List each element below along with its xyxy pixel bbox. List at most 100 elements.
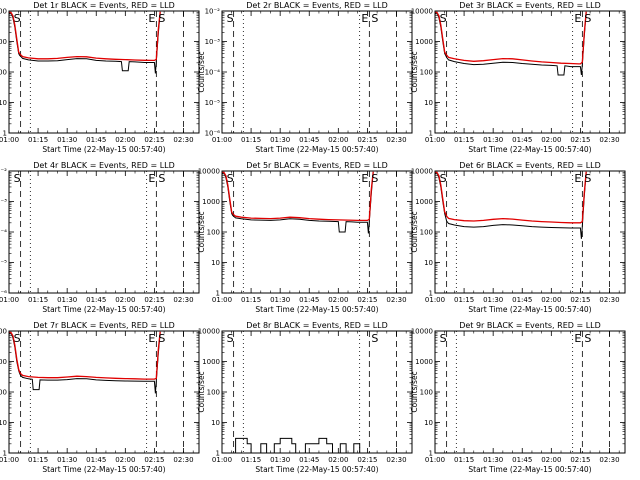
y-axis-label: Counts/sec <box>410 51 419 92</box>
marker-e: E <box>574 12 581 25</box>
y-tick-label: 1 <box>216 290 220 298</box>
y-tick-label: 10 <box>424 259 433 267</box>
x-axis-label: Start Time (22-May-15 00:57:40) <box>255 145 378 154</box>
plot-frame <box>221 170 413 294</box>
series-events <box>9 331 161 394</box>
x-tick-label: 01:45 <box>512 296 532 304</box>
y-tick-label: 1000 <box>0 358 7 366</box>
x-tick-label: 02:30 <box>599 456 619 464</box>
x-tick-label: 02:30 <box>173 456 193 464</box>
y-tick-label: 10000 <box>411 8 433 16</box>
series-lld <box>222 171 374 222</box>
y-tick-label: 100 <box>420 229 433 237</box>
x-axis-label: Start Time (22-May-15 00:57:40) <box>42 305 165 314</box>
x-tick-label: 02:15 <box>144 136 164 144</box>
y-tick-label: 100 <box>420 389 433 397</box>
y-tick-label: 10⁻² <box>0 168 7 176</box>
x-tick-label: 01:15 <box>454 296 474 304</box>
x-tick-label: 01:00 <box>425 296 445 304</box>
marker-s-end: S <box>158 172 165 185</box>
x-tick-label: 02:30 <box>386 136 406 144</box>
x-tick-label: 01:15 <box>241 456 261 464</box>
marker-e: E <box>361 172 368 185</box>
y-tick-label: 10⁻⁴ <box>0 229 7 237</box>
plot-frame <box>8 10 200 134</box>
plot-frame <box>221 330 413 454</box>
x-tick-label: 02:00 <box>328 296 348 304</box>
x-tick-label: 01:15 <box>454 456 474 464</box>
panel-title: Det 9r BLACK = Events, RED = LLD <box>459 321 601 330</box>
y-axis-label: Counts/sec <box>197 51 206 92</box>
x-tick-label: 01:00 <box>425 456 445 464</box>
x-tick-label: 01:00 <box>425 136 445 144</box>
x-tick-label: 01:45 <box>86 456 106 464</box>
x-tick-label: 01:30 <box>483 456 503 464</box>
y-tick-label: 10 <box>211 259 220 267</box>
panel-det-7: Det 7r BLACK = Events, RED = LLDCounts/s… <box>0 321 200 474</box>
y-tick-label: 10⁻⁵ <box>0 259 7 267</box>
marker-s: S <box>14 12 21 25</box>
series-lld <box>435 11 587 65</box>
marker-s: S <box>440 332 447 345</box>
x-tick-label: 02:15 <box>144 296 164 304</box>
y-axis-label: Counts/sec <box>410 211 419 252</box>
x-axis-label: Start Time (22-May-15 00:57:40) <box>42 145 165 154</box>
y-tick-label: 10 <box>211 419 220 427</box>
x-tick-label: 02:00 <box>115 456 135 464</box>
x-tick-label: 01:45 <box>86 296 106 304</box>
y-tick-label: 10⁻⁶ <box>205 130 221 138</box>
marker-s: S <box>440 12 447 25</box>
x-tick-label: 02:15 <box>357 136 377 144</box>
y-tick-label: 10 <box>424 99 433 107</box>
y-tick-label: 1 <box>3 450 7 458</box>
x-axis-label: Start Time (22-May-15 00:57:40) <box>255 305 378 314</box>
panel-det-5: Det 5r BLACK = Events, RED = LLD Counts/s… <box>197 161 413 314</box>
marker-e: E <box>361 12 368 25</box>
x-tick-label: 02:15 <box>570 136 590 144</box>
y-tick-label: 10000 <box>198 328 220 336</box>
y-axis-label: Counts/sec <box>410 371 419 412</box>
marker-s: S <box>227 332 234 345</box>
y-tick-label: 10000 <box>198 168 220 176</box>
x-tick-label: 01:45 <box>299 296 319 304</box>
x-tick-label: 01:30 <box>483 136 503 144</box>
x-tick-label: 01:30 <box>57 456 77 464</box>
panel-det-2: Det 2r BLACK = Events, RED = LLD Counts/s… <box>197 1 413 154</box>
x-tick-label: 02:30 <box>173 136 193 144</box>
x-tick-label: 02:15 <box>144 456 164 464</box>
x-axis-label: Start Time (22-May-15 00:57:40) <box>255 465 378 474</box>
x-tick-label: 02:00 <box>328 136 348 144</box>
x-tick-label: 02:15 <box>570 296 590 304</box>
plot-frame <box>434 170 626 294</box>
plot-frame <box>221 10 413 134</box>
panel-title: Det 7r BLACK = Events, RED = LLD <box>33 321 175 330</box>
y-tick-label: 10⁻⁵ <box>205 99 221 107</box>
x-tick-label: 01:15 <box>28 136 48 144</box>
x-tick-label: 02:30 <box>386 296 406 304</box>
x-tick-label: 02:15 <box>357 296 377 304</box>
x-tick-label: 01:00 <box>212 296 232 304</box>
plot-frame <box>434 330 626 454</box>
marker-e: E <box>148 12 155 25</box>
y-tick-label: 1000 <box>415 38 433 46</box>
x-tick-label: 01:30 <box>270 136 290 144</box>
y-tick-label: 1000 <box>0 38 7 46</box>
plot-frame <box>8 170 200 294</box>
x-axis-label: Start Time (22-May-15 00:57:40) <box>42 465 165 474</box>
y-tick-label: 100 <box>420 69 433 77</box>
x-axis-label: Start Time (22-May-15 00:57:40) <box>468 145 591 154</box>
y-tick-label: 10⁻² <box>205 8 221 16</box>
y-axis-label: Counts/sec <box>197 211 206 252</box>
panel-det-8: Det 8r BLACK = Events, RED = LLD Counts/s… <box>197 321 413 474</box>
y-tick-label: 1 <box>429 130 433 138</box>
marker-s-end: S <box>584 172 591 185</box>
panel-title: Det 4r BLACK = Events, RED = LLD <box>33 161 175 170</box>
marker-s-end: S <box>371 332 378 345</box>
y-tick-label: 10⁻⁴ <box>205 69 221 77</box>
panel-title: Det 3r BLACK = Events, RED = LLD <box>459 1 601 10</box>
marker-s-end: S <box>371 172 378 185</box>
panel-title: Det 8r BLACK = Events, RED = LLD <box>246 321 388 330</box>
x-tick-label: 01:00 <box>0 456 19 464</box>
y-tick-label: 1000 <box>202 198 220 206</box>
y-tick-label: 100 <box>207 229 220 237</box>
